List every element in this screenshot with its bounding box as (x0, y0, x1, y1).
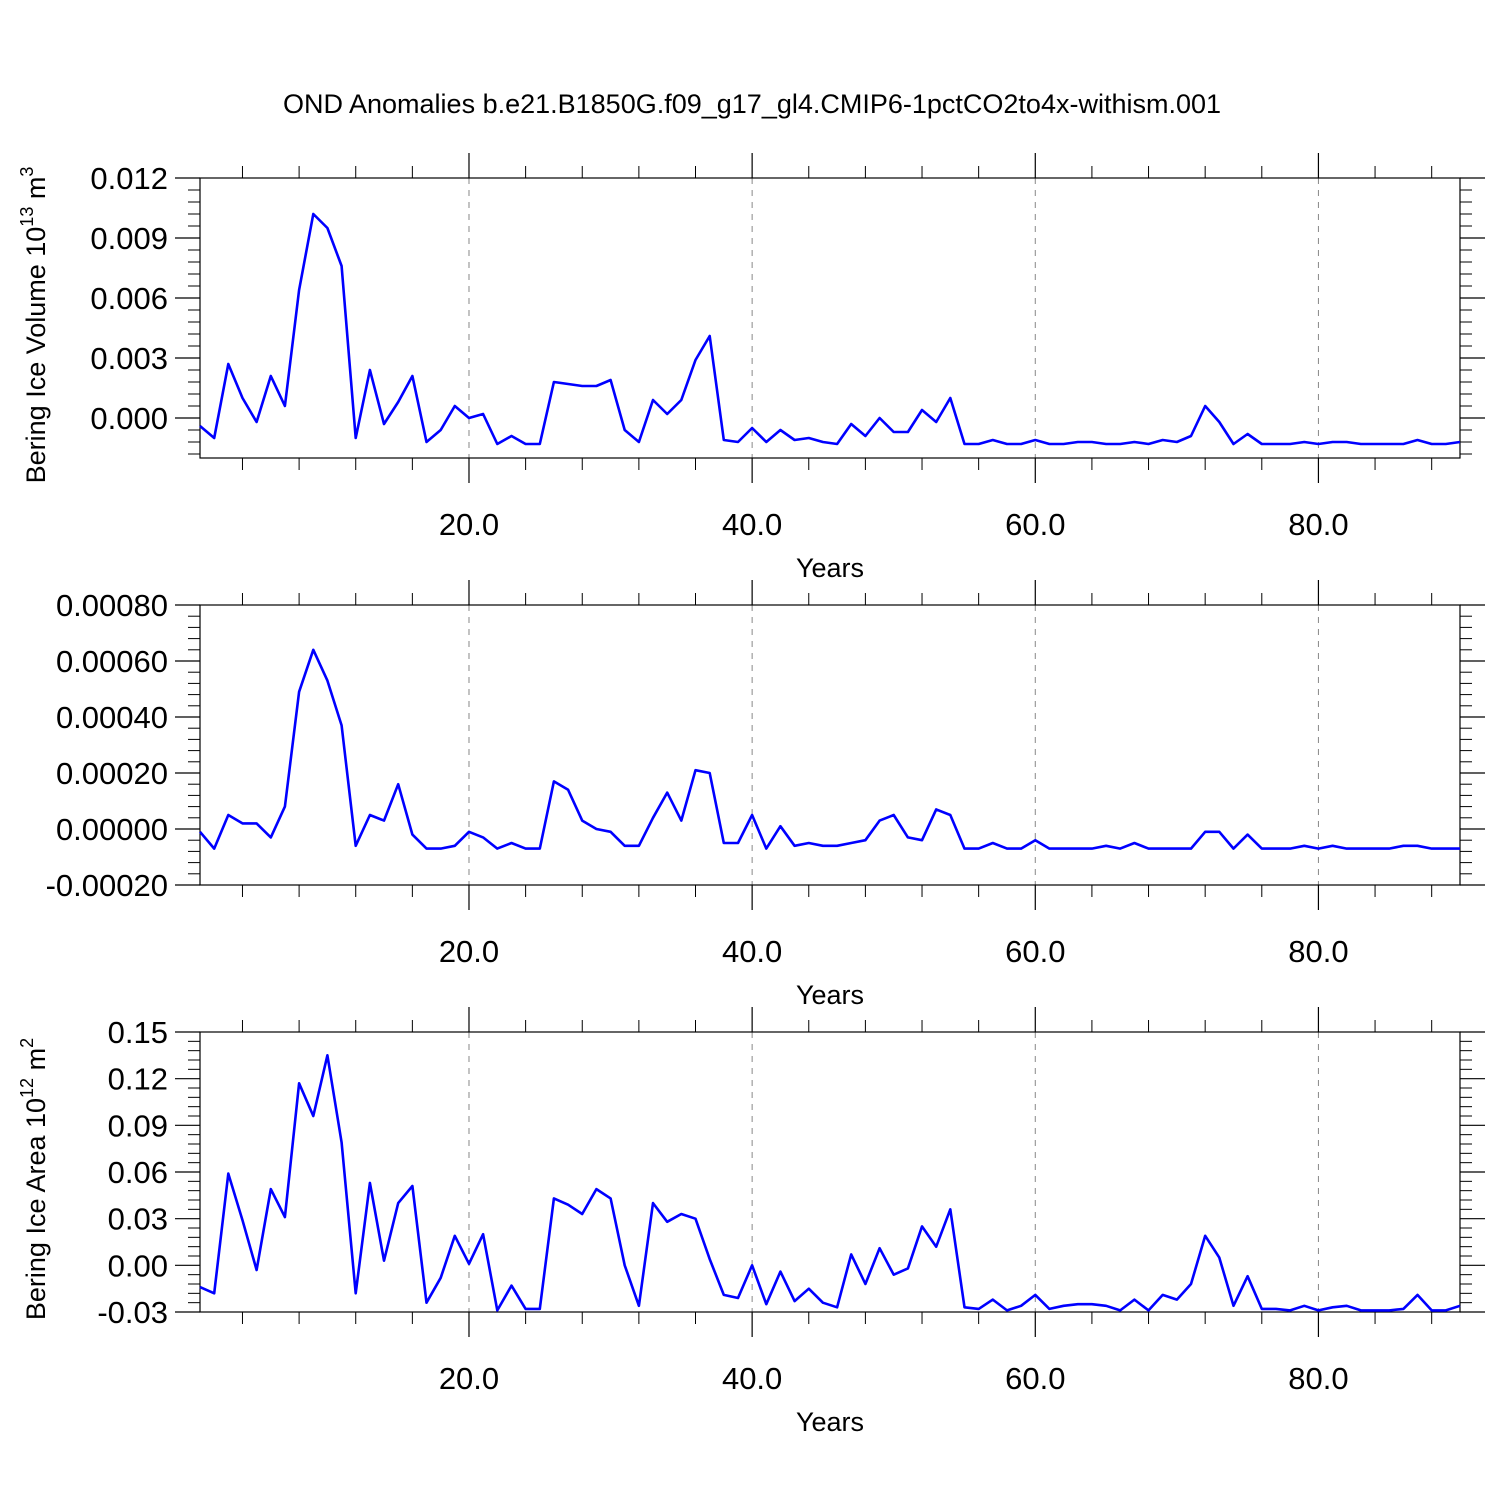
chart-2-ytick-label-5: 0.12 (108, 1062, 168, 1097)
chart-0-xtick-label-3: 80.0 (1288, 507, 1348, 542)
chart-2-xtick-label-3: 80.0 (1288, 1361, 1348, 1396)
chart-1-xtick-label-1: 40.0 (722, 934, 782, 969)
chart-0-y-axis-label: Bering Ice Volume 1013 m3 (17, 167, 51, 484)
chart-0-xtick-label-1: 40.0 (722, 507, 782, 542)
chart-2-y-axis-label: Bering Ice Area 1012 m2 (17, 1038, 51, 1320)
chart-2-xtick-label-1: 40.0 (722, 1361, 782, 1396)
chart-2-x-axis-label: Years (796, 1407, 864, 1437)
chart-1-ytick-label-0: -0.00020 (46, 868, 168, 903)
chart-2-ytick-label-4: 0.09 (108, 1108, 168, 1143)
chart-2-xtick-label-2: 60.0 (1005, 1361, 1065, 1396)
middle-panel: -0.00020 0.00000 0.00020 0.00040 0.00060 0.00… (46, 580, 1485, 1010)
chart-1-ytick-label-4: 0.00060 (56, 644, 168, 679)
chart-0-series-line (199, 212, 1461, 446)
chart-0-xtick-label-0: 20.0 (439, 507, 499, 542)
chart-2-ytick-label-6: 0.15 (108, 1015, 168, 1050)
chart-1-xtick-label-0: 20.0 (439, 934, 499, 969)
chart-0-ytick-label-3: 0.009 (90, 221, 168, 256)
chart-1-xtick-label-2: 60.0 (1005, 934, 1065, 969)
chart-2-ytick-label-0: -0.03 (97, 1295, 168, 1330)
chart-2-xtick-label-0: 20.0 (439, 1361, 499, 1396)
chart-1-ytick-label-1: 0.00000 (56, 812, 168, 847)
chart-2-ytick-label-2: 0.03 (108, 1202, 168, 1237)
chart-0-xtick-label-2: 60.0 (1005, 507, 1065, 542)
chart-2-ytick-label-1: 0.00 (108, 1248, 168, 1283)
chart-2-ytick-label-3: 0.06 (108, 1155, 168, 1190)
chart-1-ytick-label-5: 0.00080 (56, 588, 168, 623)
chart-2-plot-frame (199, 1031, 1461, 1313)
chart-0-ytick-label-0: 0.000 (90, 401, 168, 436)
volume-panel: 0.000 0.003 0.006 0.009 0.012 20.0 40.0 60.0 80.… (17, 153, 1485, 583)
chart-0-ytick-label-4: 0.012 (90, 161, 168, 196)
chart-0-x-axis-label: Years (796, 553, 864, 583)
chart-1-xtick-label-3: 80.0 (1288, 934, 1348, 969)
chart-1-plot-frame (199, 604, 1461, 886)
chart-1-series-line (199, 648, 1460, 850)
chart-0-plot-frame (199, 177, 1461, 459)
chart-1-ytick-label-2: 0.00020 (56, 756, 168, 791)
chart-2-series-line (199, 1054, 1461, 1312)
chart-0-ytick-label-2: 0.006 (90, 281, 168, 316)
area-panel: -0.03 0.00 0.03 0.06 0.09 0.12 0.15 20.0 40.0 60.… (17, 1007, 1485, 1437)
chart-1-x-axis-label: Years (796, 980, 864, 1010)
figure-title: OND Anomalies b.e21.B1850G.f09_g17_gl4.C… (283, 89, 1221, 119)
chart-1-ytick-label-3: 0.00040 (56, 700, 168, 735)
chart-0-ytick-label-1: 0.003 (90, 341, 168, 376)
